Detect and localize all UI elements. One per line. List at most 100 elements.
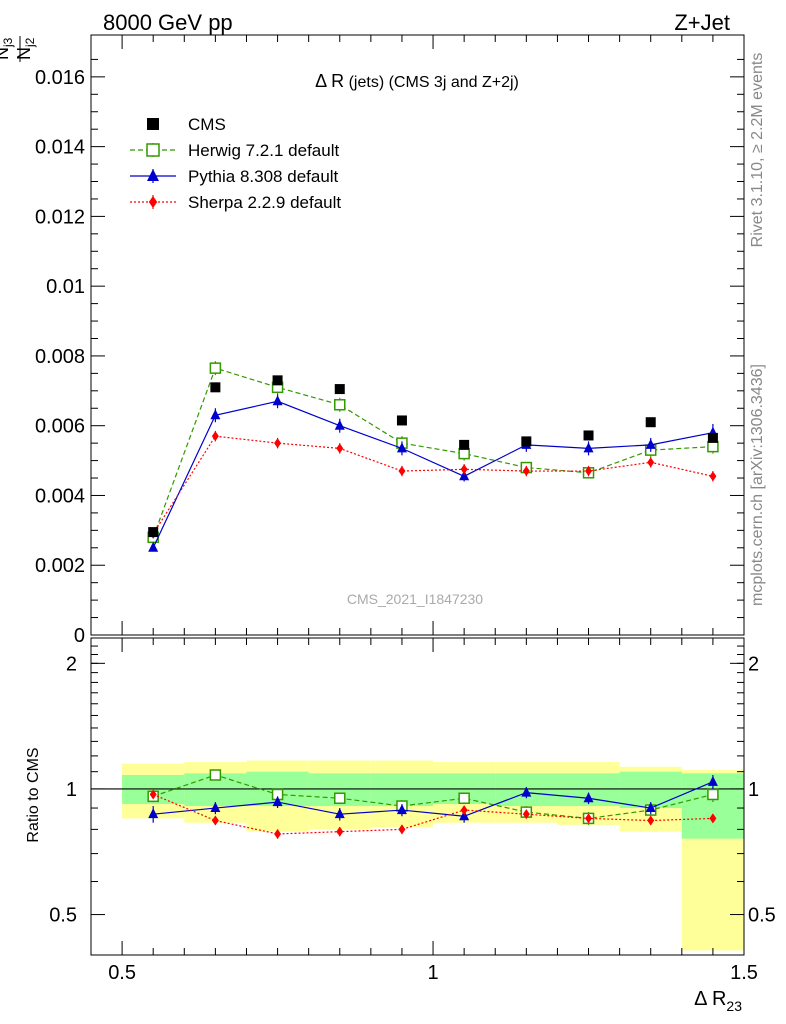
- ratio-y-tick-label: 1: [66, 779, 77, 801]
- ratio-series-point: [209, 769, 222, 781]
- ratio-y-tick-label-right: 2: [748, 653, 759, 675]
- series-line: [152, 435, 714, 535]
- ratio-y-tick-label: 0.5: [49, 905, 77, 927]
- x-tick-label: 0.5: [108, 962, 136, 984]
- data-point: [334, 384, 345, 395]
- ratio-series-line: [152, 774, 714, 820]
- y-tick-label: 0.002: [35, 555, 85, 577]
- series-point: [458, 447, 470, 460]
- analysis-watermark: CMS_2021_I1847230: [347, 591, 483, 607]
- series-point: [211, 431, 219, 442]
- series-point: [647, 457, 655, 468]
- series-point: [396, 442, 407, 453]
- data-point: [521, 436, 532, 447]
- legend-label: Sherpa 2.2.9 default: [188, 193, 341, 212]
- ratio-series-point: [398, 824, 406, 835]
- series-point: [334, 399, 346, 411]
- top-ylabel: Nj3 Nj2: [0, 36, 37, 62]
- ylabel-num: N: [0, 47, 12, 60]
- ratio-series-point: [522, 809, 530, 820]
- ratio-panel: 0.5 0.5 1 1 2 2 0.5 1 1.5: [49, 637, 776, 984]
- ratio-series-point: [274, 828, 282, 839]
- series-point: [398, 466, 406, 477]
- y-tick-label: 0.012: [35, 206, 85, 228]
- data-point: [148, 527, 159, 538]
- y-tick-label: 0.016: [35, 67, 85, 89]
- data-point: [272, 375, 283, 386]
- series-point: [707, 440, 719, 453]
- ratio-y-tick-label: 2: [66, 653, 77, 675]
- series-point: [336, 443, 344, 454]
- legend-label: Herwig 7.2.1 default: [188, 141, 339, 160]
- ratio-series-line: [153, 781, 714, 817]
- series-point: [709, 471, 717, 482]
- main-frame: [90, 34, 745, 636]
- ratio-ylabel: Ratio to CMS: [25, 747, 42, 842]
- legend-marker: [147, 118, 159, 130]
- series-point: [460, 464, 468, 475]
- series-point: [272, 395, 283, 406]
- series-point: [585, 466, 593, 477]
- series-point: [148, 541, 159, 552]
- y-tick-label: 0.004: [35, 485, 85, 507]
- legend-marker: [148, 196, 158, 208]
- ratio-y-tick-label-right: 0.5: [748, 905, 776, 927]
- band-green: [619, 771, 682, 809]
- legend-marker: [147, 169, 159, 181]
- series-line: [152, 367, 713, 538]
- ratio-series-point: [396, 804, 407, 815]
- ratio-series-point: [211, 815, 219, 826]
- ratio-series-point: [336, 826, 344, 837]
- ratio-y-tick-label-right: 1: [748, 779, 759, 801]
- ratio-series-point: [647, 815, 655, 826]
- ylabel-den-sub: j2: [23, 37, 37, 48]
- ratio-series-point: [707, 775, 718, 786]
- data-point: [583, 430, 594, 441]
- ratio-series-line: [152, 793, 713, 835]
- svg-text:Nj3: Nj3: [0, 37, 15, 60]
- legend-marker: [146, 143, 160, 157]
- data-point: [396, 415, 407, 426]
- ratio-series-point: [645, 802, 656, 813]
- series-line: [152, 400, 714, 549]
- plot-title: Δ R (jets) (CMS 3j and Z+2j): [315, 71, 519, 91]
- legend-label: CMS: [188, 115, 226, 134]
- series-point: [334, 419, 345, 430]
- data-point: [645, 417, 656, 428]
- ratio-series-point: [709, 813, 717, 824]
- data-point: [707, 432, 718, 443]
- header-left: 8000 GeV pp: [103, 10, 233, 35]
- series-layer: [147, 361, 719, 839]
- ratio-series-point: [521, 786, 532, 797]
- ratio-frame: [90, 637, 745, 956]
- y-tick-label: 0: [74, 625, 85, 647]
- ratio-series-point: [334, 808, 345, 819]
- ratio-series-point: [334, 792, 346, 804]
- y-tick-label: 0.01: [46, 276, 85, 298]
- series-point: [583, 442, 594, 453]
- mcplots-label: mcplots.cern.ch [arXiv:1306.3436]: [749, 364, 766, 606]
- y-tick-label: 0.008: [35, 346, 85, 368]
- ratio-series-point: [210, 802, 221, 813]
- series-point: [274, 438, 282, 449]
- ratio-series-point: [458, 792, 470, 804]
- series-point: [645, 438, 656, 449]
- legend-label: Pythia 8.308 default: [188, 167, 339, 186]
- x-axis-label-sub: 23: [726, 998, 742, 1014]
- series-point: [522, 466, 530, 477]
- ratio-series-point: [585, 813, 593, 824]
- ratio-series-point: [459, 810, 470, 821]
- y-tick-label: 0.014: [35, 137, 85, 159]
- svg-text:Nj2: Nj2: [14, 37, 37, 60]
- series-point: [209, 362, 222, 374]
- series-point: [459, 470, 470, 481]
- x-tick-label: 1: [427, 962, 438, 984]
- main-panel: 0 0.002 0.004 0.006 0.008 0.01 0.012 0.014 0.016: [35, 34, 745, 647]
- y-tick-label: 0.006: [35, 416, 85, 438]
- legend: CMS Herwig 7.2.1 default Pythia 8.308 defa…: [130, 115, 341, 212]
- rivet-label: Rivet 3.1.10, ≥ 2.2M events: [749, 53, 766, 248]
- x-axis-label: Δ R23: [694, 988, 742, 1014]
- series-point: [210, 409, 221, 420]
- ratio-series-point: [583, 792, 594, 803]
